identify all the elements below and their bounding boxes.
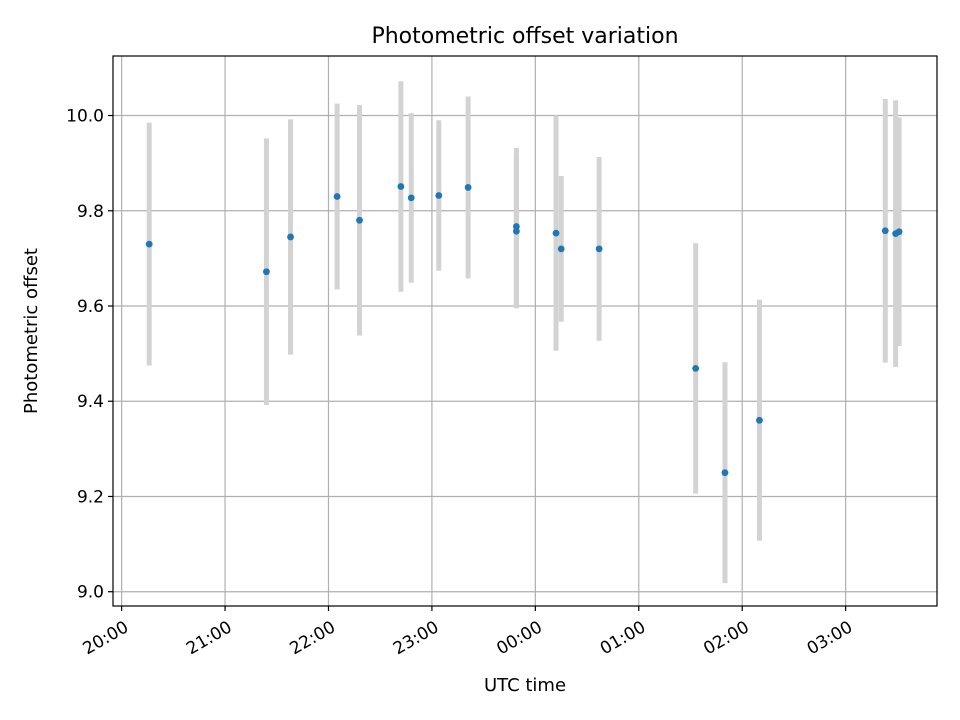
data-point [287, 233, 294, 241]
y-axis-label: Photometric offset [21, 248, 42, 414]
data-point [756, 416, 763, 424]
y-tick-label: 9.2 [77, 487, 104, 507]
y-tick-label: 9.8 [77, 202, 104, 222]
x-axis-ticks: 20:00 21:00 22:00 23:00 00:00 01:00 02:00 03:00 [80, 606, 856, 659]
x-tick-label: 21:00 [183, 617, 235, 659]
data-point [595, 245, 603, 253]
data-point [512, 223, 520, 230]
y-tick-label: 9.6 [77, 297, 104, 317]
data-point [721, 469, 729, 477]
x-tick-label: 02:00 [700, 617, 752, 659]
grid-lines [113, 56, 937, 606]
data-point [557, 245, 565, 253]
data-point [356, 216, 363, 224]
x-tick-label: 20:00 [80, 617, 132, 659]
y-tick-label: 9.0 [77, 583, 104, 603]
y-tick-label: 10.0 [66, 107, 104, 127]
plot-frame [112, 55, 938, 607]
data-point [435, 192, 443, 199]
data-point [895, 228, 903, 236]
data-points [145, 183, 903, 477]
x-tick-label: 00:00 [493, 617, 545, 659]
data-point [333, 193, 341, 200]
data-point [881, 227, 889, 235]
x-tick-label: 22:00 [287, 617, 339, 659]
data-point [263, 268, 270, 276]
y-tick-label: 9.4 [77, 392, 104, 412]
data-point [397, 183, 405, 190]
data-point [692, 364, 700, 372]
data-point [407, 194, 415, 202]
x-tick-label: 23:00 [390, 617, 442, 659]
chart-title: Photometric offset variation [371, 24, 678, 49]
data-point [512, 227, 520, 235]
x-tick-label: 03:00 [804, 617, 856, 659]
x-tick-label: 01:00 [597, 617, 649, 659]
data-point [552, 229, 560, 237]
data-point [145, 240, 153, 248]
x-axis-label: UTC time [484, 675, 566, 696]
data-point [464, 184, 472, 191]
y-axis-ticks: 9.0 9.2 9.4 9.6 9.8 10.0 [66, 107, 113, 603]
error-bars [146, 81, 902, 584]
